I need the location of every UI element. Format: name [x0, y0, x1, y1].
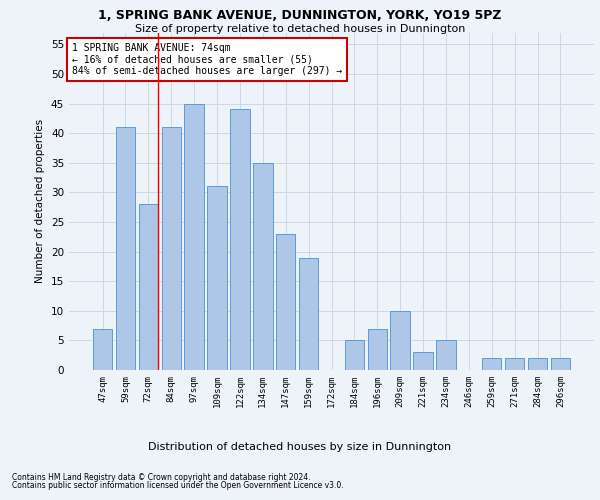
Bar	[184, 104, 204, 370]
Bar	[413, 352, 433, 370]
Text: Contains public sector information licensed under the Open Government Licence v3: Contains public sector information licen…	[12, 481, 344, 490]
Bar	[93, 328, 112, 370]
Bar	[505, 358, 524, 370]
Bar	[276, 234, 295, 370]
Y-axis label: Number of detached properties: Number of detached properties	[35, 119, 46, 284]
Text: Distribution of detached houses by size in Dunnington: Distribution of detached houses by size …	[148, 442, 452, 452]
Bar	[116, 127, 135, 370]
Bar	[139, 204, 158, 370]
Bar	[161, 127, 181, 370]
Bar	[551, 358, 570, 370]
Text: Contains HM Land Registry data © Crown copyright and database right 2024.: Contains HM Land Registry data © Crown c…	[12, 472, 311, 482]
Bar	[208, 186, 227, 370]
Bar	[344, 340, 364, 370]
Bar	[482, 358, 502, 370]
Bar	[230, 110, 250, 370]
Bar	[253, 163, 272, 370]
Bar	[391, 311, 410, 370]
Text: Size of property relative to detached houses in Dunnington: Size of property relative to detached ho…	[135, 24, 465, 34]
Text: 1, SPRING BANK AVENUE, DUNNINGTON, YORK, YO19 5PZ: 1, SPRING BANK AVENUE, DUNNINGTON, YORK,…	[98, 9, 502, 22]
Bar	[528, 358, 547, 370]
Bar	[368, 328, 387, 370]
Bar	[299, 258, 319, 370]
Bar	[436, 340, 455, 370]
Text: 1 SPRING BANK AVENUE: 74sqm
← 16% of detached houses are smaller (55)
84% of sem: 1 SPRING BANK AVENUE: 74sqm ← 16% of det…	[71, 42, 342, 76]
